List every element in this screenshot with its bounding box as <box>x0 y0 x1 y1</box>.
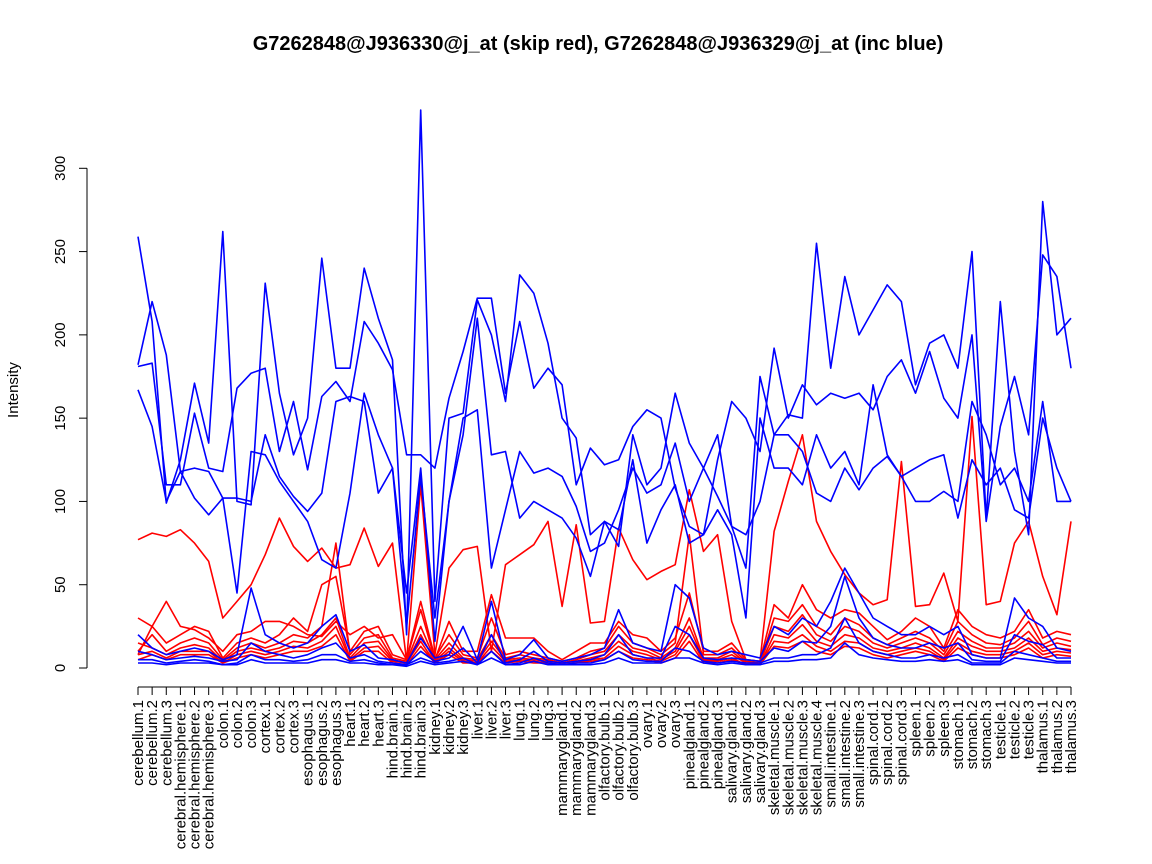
series-layer <box>137 109 1072 668</box>
y-tick-label: 250 <box>52 239 69 264</box>
x-tick-label: mammarygland.3 <box>582 700 599 816</box>
x-tick-label: spleen.1 <box>908 700 925 757</box>
x-tick-label: spleen.2 <box>922 700 939 757</box>
series-line-blue-4 <box>137 300 1072 628</box>
x-tick-label: thalamus.1 <box>1035 700 1052 773</box>
x-tick-label: cerebral.hemisphere.2 <box>187 700 204 849</box>
x-tick-label: hind.brain.3 <box>413 700 430 778</box>
series-line-blue-8 <box>138 642 1071 668</box>
x-tick-label: salivary.gland.3 <box>752 700 769 803</box>
x-tick-label: heart.3 <box>370 700 387 747</box>
x-tick-label: esophagus.2 <box>314 700 331 786</box>
y-tick-label: 150 <box>52 406 69 431</box>
x-tick-label: mammarygland.2 <box>568 700 585 816</box>
y-axis-label: Intensity <box>5 362 22 418</box>
series-line-blue-3 <box>137 389 1071 643</box>
series-line-red-2 <box>137 583 1072 663</box>
x-tick-label: salivary.gland.2 <box>738 700 755 803</box>
x-tick-label: lung.3 <box>540 700 557 741</box>
series-line-blue-1 <box>137 109 1072 636</box>
x-tick-label: ovary.2 <box>653 700 670 748</box>
x-tick-label: esophagus.3 <box>328 700 345 786</box>
x-tick-label: hind.brain.2 <box>399 700 416 778</box>
x-tick-label: lung.2 <box>526 700 543 741</box>
x-tick-label: heart.1 <box>342 700 359 747</box>
x-tick-label: cerebellum.3 <box>158 700 175 786</box>
x-tick-label: olfactory.bulb.1 <box>597 700 614 801</box>
x-tick-label: testicle.3 <box>1021 700 1038 759</box>
x-tick-label: stomach.1 <box>950 700 967 769</box>
x-tick-label: thalamus.3 <box>1063 700 1080 773</box>
x-tick-label: heart.2 <box>356 700 373 747</box>
chart-title: G7262848@J936330@j_at (skip red), G72628… <box>253 33 944 55</box>
x-tick-label: lung.1 <box>512 700 529 741</box>
x-tick-label: liver.1 <box>469 700 486 739</box>
x-tick-label: kidney.3 <box>455 700 472 755</box>
x-tick-label: olfactory.bulb.3 <box>625 700 642 801</box>
x-tick-label: spinal.cord.2 <box>879 700 896 785</box>
x-tick-label: cerebellum.1 <box>130 700 147 786</box>
x-tick-label: pinealgland.3 <box>710 700 727 789</box>
x-tick-label: skeletal.muscle.1 <box>766 700 783 815</box>
x-tick-label: spleen.3 <box>936 700 953 757</box>
x-tick-label: liver.2 <box>483 700 500 739</box>
x-tick-label: ovary.3 <box>667 700 684 748</box>
x-tick-label: kidney.2 <box>441 700 458 755</box>
series-line-blue-7 <box>138 617 1071 666</box>
x-tick-label: hind.brain.1 <box>384 700 401 778</box>
x-tick-label: spinal.cord.3 <box>893 700 910 785</box>
x-tick-label: kidney.1 <box>427 700 444 755</box>
x-tick-label: small.intestine.1 <box>823 700 840 808</box>
series-line-red-1 <box>137 415 1072 663</box>
x-tick-label: colon.2 <box>229 700 246 748</box>
x-tick-label: olfactory.bulb.2 <box>611 700 628 801</box>
x-tick-label: pinealgland.2 <box>695 700 712 789</box>
x-tick-label: cortex.3 <box>286 700 303 753</box>
x-tick-label: small.intestine.3 <box>851 700 868 808</box>
y-tick-label: 300 <box>52 156 69 181</box>
x-tick-label: pinealgland.1 <box>681 700 698 789</box>
series-line-red-4 <box>137 542 1072 664</box>
x-tick-label: cerebellum.2 <box>144 700 161 786</box>
series-line-blue-6 <box>137 575 1071 666</box>
y-tick-label: 200 <box>52 322 69 347</box>
y-tick-label: 100 <box>52 489 69 514</box>
x-tick-label: skeletal.muscle.3 <box>794 700 811 815</box>
y-tick-label: 50 <box>52 576 69 593</box>
x-tick-label: colon.3 <box>243 700 260 748</box>
x-tick-label: salivary.gland.1 <box>724 700 741 803</box>
x-tick-label: cortex.1 <box>257 700 274 753</box>
x-tick-label: testicle.1 <box>992 700 1009 759</box>
x-tick-label: cerebral.hemisphere.1 <box>172 700 189 849</box>
x-tick-label: colon.1 <box>215 700 232 748</box>
x-tick-label: stomach.2 <box>964 700 981 769</box>
x-tick-label: skeletal.muscle.2 <box>780 700 797 815</box>
x-tick-label: ovary.1 <box>639 700 656 748</box>
x-tick-label: cortex.2 <box>271 700 288 753</box>
x-tick-label: liver.3 <box>498 700 515 739</box>
y-tick-label: 0 <box>52 664 69 672</box>
x-tick-label: thalamus.2 <box>1049 700 1066 773</box>
x-tick-label: spinal.cord.1 <box>865 700 882 785</box>
axes: 050100150200250300cerebellum.1cerebellum… <box>52 156 1080 849</box>
x-tick-label: esophagus.1 <box>300 700 317 786</box>
x-tick-label: mammarygland.1 <box>554 700 571 816</box>
x-tick-label: testicle.2 <box>1006 700 1023 759</box>
series-line-blue-2 <box>137 254 1072 536</box>
x-tick-label: stomach.3 <box>978 700 995 769</box>
x-tick-label: skeletal.muscle.4 <box>809 700 826 815</box>
x-tick-label: small.intestine.2 <box>837 700 854 808</box>
series-line-blue-5 <box>137 567 1072 664</box>
x-tick-label: cerebral.hemisphere.3 <box>201 700 218 849</box>
